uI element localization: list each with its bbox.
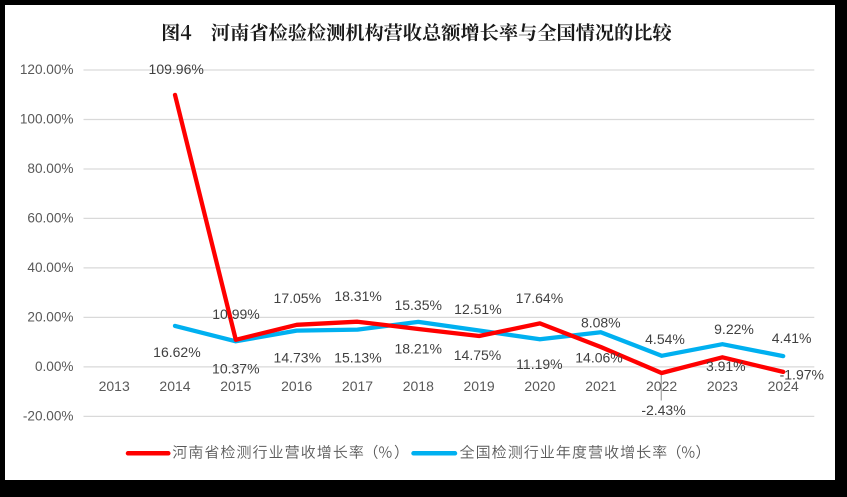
- svg-text:120.00%: 120.00%: [20, 62, 74, 77]
- svg-text:17.05%: 17.05%: [274, 290, 321, 306]
- svg-text:4.41%: 4.41%: [772, 330, 812, 346]
- svg-text:-20.00%: -20.00%: [23, 408, 74, 423]
- svg-text:2014: 2014: [159, 378, 190, 394]
- svg-text:100.00%: 100.00%: [20, 111, 74, 126]
- svg-text:14.06%: 14.06%: [575, 350, 622, 366]
- svg-text:12.51%: 12.51%: [454, 301, 501, 317]
- svg-text:10.37%: 10.37%: [212, 360, 259, 376]
- svg-text:2024: 2024: [768, 378, 799, 394]
- svg-text:2018: 2018: [403, 378, 434, 394]
- svg-text:60.00%: 60.00%: [27, 210, 73, 225]
- svg-text:2022: 2022: [646, 378, 677, 394]
- svg-text:20.00%: 20.00%: [27, 309, 73, 324]
- svg-text:2019: 2019: [464, 378, 495, 394]
- svg-text:2023: 2023: [707, 378, 738, 394]
- svg-text:0.00%: 0.00%: [35, 359, 74, 374]
- svg-text:9.22%: 9.22%: [714, 321, 754, 337]
- svg-text:8.08%: 8.08%: [581, 314, 621, 330]
- svg-text:17.64%: 17.64%: [516, 290, 563, 306]
- svg-text:-1.97%: -1.97%: [780, 367, 824, 383]
- svg-text:18.21%: 18.21%: [394, 341, 441, 357]
- svg-text:11.19%: 11.19%: [516, 356, 562, 372]
- svg-text:2020: 2020: [524, 378, 555, 394]
- svg-text:14.73%: 14.73%: [274, 349, 321, 365]
- svg-text:3.91%: 3.91%: [706, 358, 746, 374]
- svg-text:2021: 2021: [585, 378, 616, 394]
- svg-text:4.54%: 4.54%: [645, 331, 685, 347]
- svg-text:2016: 2016: [281, 378, 312, 394]
- svg-text:15.35%: 15.35%: [394, 297, 441, 313]
- svg-text:80.00%: 80.00%: [27, 161, 73, 176]
- svg-text:18.31%: 18.31%: [334, 288, 381, 304]
- svg-text:2013: 2013: [99, 378, 130, 394]
- svg-text:40.00%: 40.00%: [27, 260, 73, 275]
- svg-text:109.96%: 109.96%: [149, 61, 204, 77]
- svg-text:10.99%: 10.99%: [212, 306, 259, 322]
- svg-text:14.75%: 14.75%: [454, 347, 501, 363]
- svg-text:16.62%: 16.62%: [153, 344, 200, 360]
- svg-text:2015: 2015: [220, 378, 251, 394]
- svg-text:-2.43%: -2.43%: [641, 402, 685, 418]
- svg-text:2017: 2017: [342, 378, 373, 394]
- svg-text:15.13%: 15.13%: [334, 349, 381, 365]
